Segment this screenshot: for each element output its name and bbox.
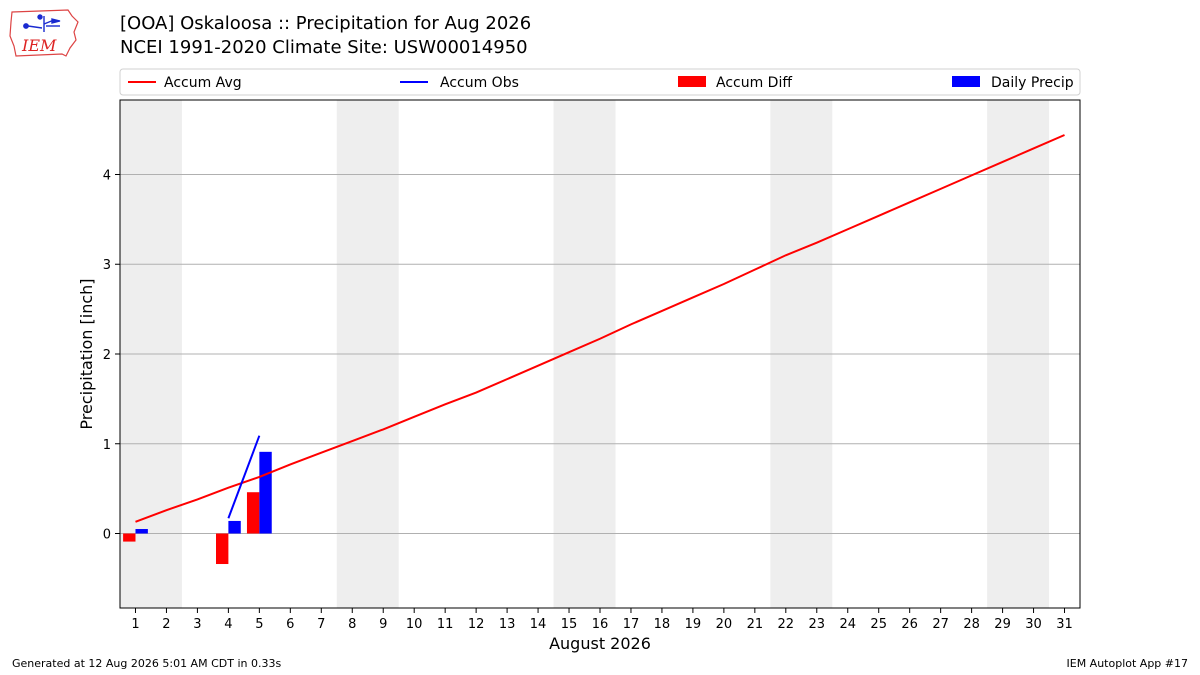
x-tick-label: 13 [499,617,516,632]
x-tick-label: 6 [286,617,294,632]
x-tick-label: 23 [809,617,826,632]
daily-precip-bar [228,520,241,534]
y-tick-label: 3 [103,258,111,273]
y-tick-label: 1 [103,438,111,453]
x-tick-label: 26 [901,617,918,632]
x-tick-label: 8 [348,617,356,632]
legend-label: Accum Obs [440,75,519,91]
x-tick-label: 17 [623,617,640,632]
x-tick-label: 16 [592,617,609,632]
x-tick-label: 11 [437,617,454,632]
legend-label: Accum Avg [164,75,242,91]
x-tick-label: 21 [747,617,764,632]
x-tick-label: 3 [193,617,201,632]
chart-subtitle: NCEI 1991-2020 Climate Site: USW00014950 [120,37,528,58]
daily-precip-bar [259,451,272,534]
accum-obs-line [227,435,261,519]
legend-bar-swatch [678,76,706,87]
x-tick-label: 31 [1056,617,1073,632]
x-tick-label: 12 [468,617,485,632]
legend-label: Accum Diff [716,75,792,91]
x-tick-label: 5 [255,617,263,632]
x-tick-label: 22 [778,617,795,632]
accum-diff-bar [123,533,136,542]
x-tick-label: 25 [870,617,887,632]
x-tick-label: 28 [963,617,980,632]
legend-box [119,68,1081,96]
iowa-map-icon [9,9,79,57]
x-tick-label: 24 [839,617,856,632]
daily-precip-bar [135,529,148,534]
x-tick-label: 18 [654,617,671,632]
chart-title: [OOA] Oskaloosa :: Precipitation for Aug… [120,13,532,34]
y-tick-label: 2 [103,348,111,363]
x-tick-label: 20 [716,617,733,632]
logo-text: IEM [22,36,57,55]
gridlines [120,173,1080,535]
x-tick-label: 30 [1025,617,1042,632]
accum-diff-bar [246,492,260,534]
x-axis-label: August 2026 [549,634,651,653]
y-axis-label: Precipitation [inch] [77,278,96,429]
iem-logo: IEM [8,6,80,60]
app-label: IEM Autoplot App #17 [1066,657,1189,670]
accum-diff-bar [216,533,229,565]
x-tick-label: 7 [317,617,325,632]
x-tick-label: 29 [994,617,1011,632]
x-tick-label: 27 [932,617,949,632]
series-lines [135,134,1065,523]
accum-avg-line [135,134,1065,523]
x-axis: 1 2 3 4 5 6 7 8 9 10 11 12 13 14 15 16 17 18 19 20 21 22 23 24 2… [131,608,1073,632]
x-tick-label: 2 [162,617,170,632]
x-tick-label: 15 [561,617,578,632]
y-axis: 0 1 2 3 4 [103,168,120,543]
x-tick-label: 19 [685,617,702,632]
x-tick-label: 4 [224,617,232,632]
generated-timestamp: Generated at 12 Aug 2026 5:01 AM CDT in … [12,657,282,670]
x-tick-label: 9 [379,617,387,632]
x-tick-label: 10 [406,617,423,632]
x-tick-label: 1 [131,617,139,632]
y-tick-label: 4 [103,168,111,183]
x-tick-label: 14 [530,617,547,632]
legend: Accum Avg Accum Obs Accum Diff Daily Precip [119,68,1081,96]
legend-label: Daily Precip [991,75,1074,91]
y-tick-label: 0 [103,528,111,543]
legend-bar-swatch [952,76,980,87]
